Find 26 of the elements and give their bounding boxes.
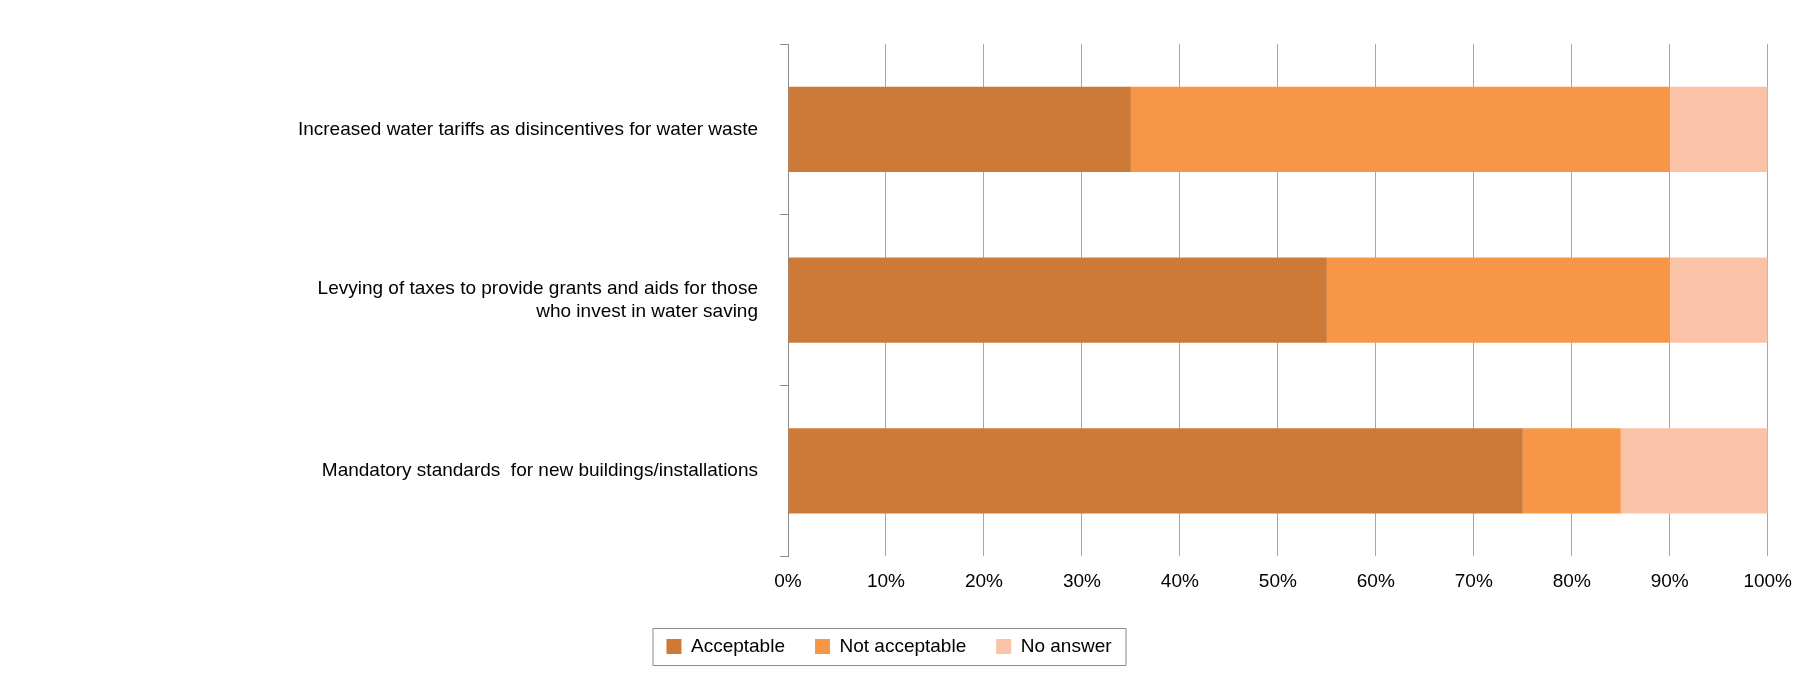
bar bbox=[1326, 257, 1670, 343]
legend-label: Acceptable bbox=[690, 634, 785, 656]
x-tick-label: 30% bbox=[1062, 569, 1102, 591]
x-tick-label: 40% bbox=[1160, 569, 1199, 591]
x-tick-label: 50% bbox=[1258, 569, 1297, 591]
y-tick-label: Levying of taxes to provide grants and aids for those who invest in water saving bbox=[317, 276, 758, 321]
x-tick-label: 10% bbox=[866, 569, 906, 591]
x-tick-label: 60% bbox=[1356, 569, 1395, 591]
x-tick-label: 90% bbox=[1650, 569, 1689, 591]
x-tick-label: 0% bbox=[774, 569, 802, 591]
bar bbox=[1620, 428, 1768, 514]
bar bbox=[1669, 86, 1768, 173]
x-tick-label: 80% bbox=[1552, 569, 1591, 591]
x-tick-label: 20% bbox=[964, 569, 1004, 591]
x-tick-label: 70% bbox=[1454, 569, 1493, 591]
x-tick-label: 100% bbox=[1743, 569, 1793, 591]
bar bbox=[1669, 257, 1768, 343]
y-tick-label: Mandatory standards for new buildings/installations bbox=[321, 459, 758, 481]
bar bbox=[788, 428, 1523, 514]
bar bbox=[1522, 428, 1621, 514]
y-tick-label: Increased water tariffs as disincentives for water waste bbox=[297, 117, 758, 139]
legend-label: No answer bbox=[1020, 634, 1113, 656]
bar bbox=[788, 86, 1131, 173]
legend-label: Not acceptable bbox=[839, 634, 967, 656]
bar bbox=[1130, 86, 1670, 173]
bar bbox=[788, 257, 1327, 343]
